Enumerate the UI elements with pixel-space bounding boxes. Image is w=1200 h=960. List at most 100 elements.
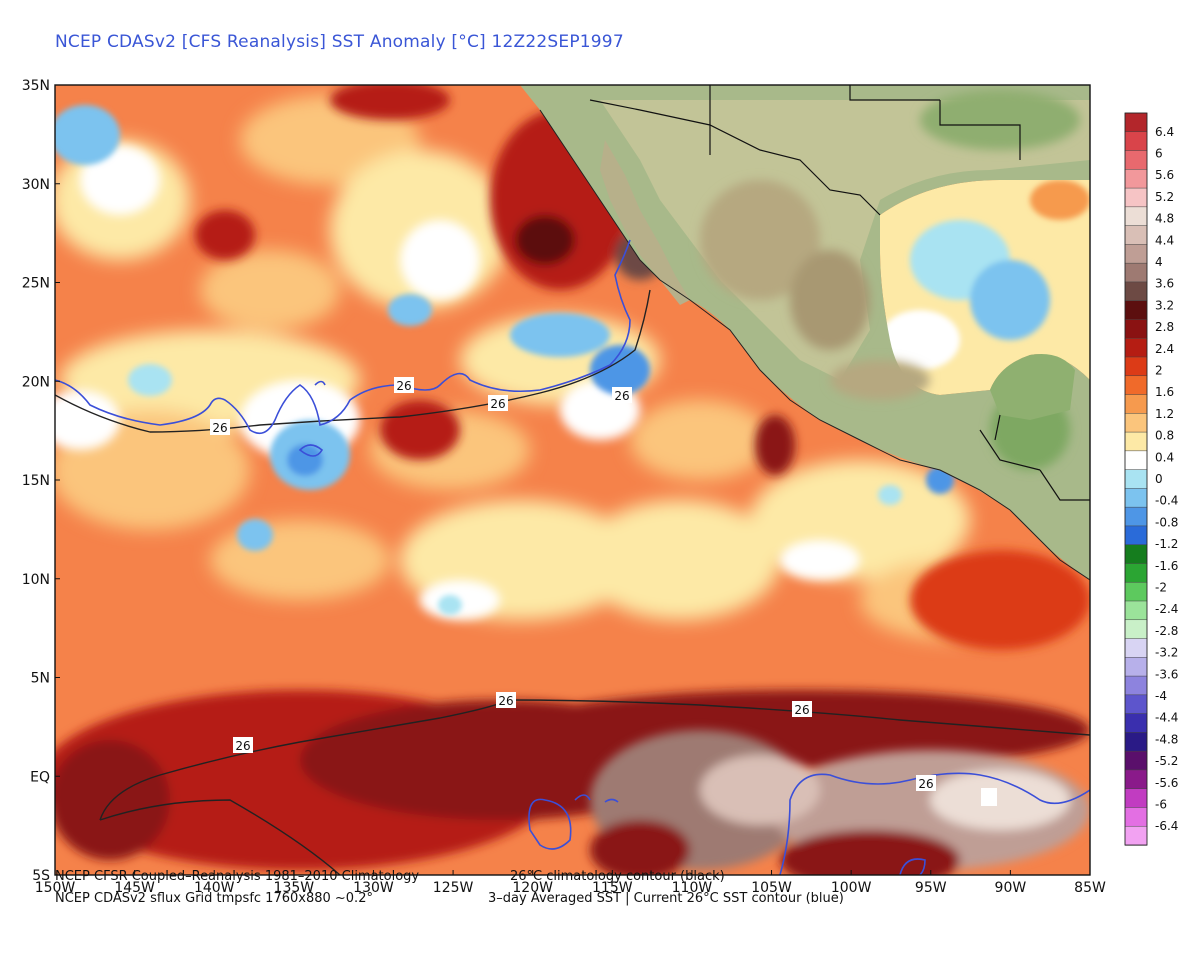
colorbar-swatch: [1124, 694, 1148, 715]
colorbar-legend: 6.4 6 5.6 5.2 4.8 4.4 4 3.6 3.2 2.8 2.4 2 1.6 1.2 0.8 0…: [1124, 112, 1178, 846]
current-26c-contour: [55, 239, 1090, 875]
contour-label-box: [210, 419, 230, 435]
lat-tick-label: 5N: [31, 671, 50, 687]
baja-california: [600, 140, 690, 305]
colorbar-swatch: [1124, 150, 1148, 170]
colorbar-label: -1.6: [1155, 559, 1178, 573]
colorbar-swatch: [1124, 807, 1148, 827]
contour-label: 26: [396, 379, 411, 393]
contour-label-box: [916, 775, 936, 791]
footer-climatology-contour-note: 26°C climatology contour (black): [510, 869, 725, 884]
colorbar-label: 2.4: [1155, 342, 1174, 356]
colorbar-swatch: [1124, 619, 1148, 640]
contour-label-box: [233, 737, 253, 753]
colorbar-label: -2.4: [1155, 602, 1178, 616]
colorbar-swatch: [1124, 713, 1148, 734]
contour-label: 26: [918, 777, 933, 791]
colorbar-label: 4: [1155, 255, 1163, 269]
map-plot-area: [55, 85, 1090, 875]
colorbar-label: 2: [1155, 363, 1163, 377]
colorbar-swatch: [1124, 431, 1148, 452]
colorbar-label: -5.2: [1155, 754, 1178, 768]
colorbar-swatch: [1124, 244, 1148, 264]
colorbar-label: 0.8: [1155, 429, 1174, 443]
footer-current-contour-note: 3–day Averaged SST | Current 26°C SST co…: [488, 891, 844, 906]
contour-label-box: [488, 395, 508, 411]
colorbar-label: -4: [1155, 689, 1167, 703]
colorbar-swatch: [1124, 112, 1148, 133]
pacific-coastline: [539, 109, 1090, 581]
colorbar-label: -5.6: [1155, 776, 1178, 790]
colorbar-swatch: [1124, 300, 1148, 321]
colorbar-label: -3.2: [1155, 646, 1178, 660]
colorbar-label: -6: [1155, 798, 1167, 812]
latitude-axis: 35N 30N 25N 20N 15N 10N 5N EQ 5S: [22, 78, 60, 884]
warm-anomaly-areas: [55, 85, 1090, 870]
lat-tick-label: 10N: [22, 572, 50, 588]
colorbar-swatch: [1124, 413, 1148, 433]
contour-label: 26: [235, 739, 250, 753]
colorbar-swatch: [1124, 206, 1148, 227]
lon-tick-label: 140W: [194, 880, 235, 896]
contour-label: 26: [212, 421, 227, 435]
contour-label-box: [792, 701, 812, 717]
colorbar-swatch: [1124, 638, 1148, 658]
colorbar-label: 5.6: [1155, 168, 1174, 182]
cold-tongue-warm-anomaly: [590, 730, 1090, 875]
colorbar-swatch: [1124, 769, 1148, 790]
longitude-axis: 150W 145W 140W 135W 130W 125W 120W 115W 110W 105W…: [35, 870, 1106, 896]
colorbar-label: 3.6: [1155, 277, 1174, 291]
colorbar-label: -4.4: [1155, 711, 1178, 725]
lon-tick-label: 95W: [915, 880, 947, 896]
colorbar-swatch: [1124, 131, 1148, 152]
colorbar-swatch: [1124, 169, 1148, 189]
colorbar-swatch: [1124, 825, 1148, 846]
colorbar-swatch: [1124, 319, 1148, 339]
colorbar-frame: [1124, 112, 1148, 846]
colorbar-label: 1.6: [1155, 385, 1174, 399]
lon-tick-label: 90W: [995, 880, 1027, 896]
colorbar-swatch: [1124, 581, 1148, 602]
colorbar-swatch: [1124, 525, 1148, 546]
colorbar-label: -0.4: [1155, 494, 1178, 508]
colorbar-label: 4.8: [1155, 212, 1174, 226]
lon-tick-label: 125W: [433, 880, 474, 896]
colorbar-swatch: [1124, 506, 1148, 527]
lat-tick-label: 20N: [22, 374, 50, 390]
colorbar-swatch: [1124, 356, 1148, 377]
contour-label: 26: [498, 694, 513, 708]
contour-label-box: [612, 387, 632, 403]
colorbar-swatch: [1124, 337, 1148, 358]
lon-tick-label: 110W: [672, 880, 713, 896]
contour-label: 26: [490, 397, 505, 411]
colorbar-label: 6: [1155, 146, 1163, 160]
lat-tick-label: 35N: [22, 78, 50, 94]
contour-label-box: [394, 377, 414, 393]
lon-tick-label: 100W: [831, 880, 872, 896]
land-highlands: [600, 100, 1090, 380]
colorbar-swatch: [1124, 563, 1148, 583]
colorbar-label: -2: [1155, 581, 1167, 595]
land-relief: [700, 90, 1080, 470]
colorbar-swatch: [1124, 488, 1148, 508]
colorbar-label: 2.8: [1155, 320, 1174, 334]
lon-tick-label: 130W: [353, 880, 394, 896]
yucatan: [990, 354, 1075, 420]
colorbar-label: -1.2: [1155, 537, 1178, 551]
colorbar-label: 0: [1155, 472, 1163, 486]
lon-tick-label: 145W: [114, 880, 155, 896]
contour-labels: 26 26 26 26 26 26 26 26: [210, 377, 936, 791]
lon-tick-label: 115W: [592, 880, 633, 896]
colorbar-label: 5.2: [1155, 190, 1174, 204]
colorbar-swatch: [1124, 657, 1148, 677]
colorbar-label: 6.4: [1155, 125, 1174, 139]
colorbar-label: 0.4: [1155, 450, 1174, 464]
colorbar-swatch: [1124, 187, 1148, 208]
lat-tick-label: 5S: [32, 868, 50, 884]
contour-label: 26: [614, 389, 629, 403]
colorbar-swatch: [1124, 375, 1148, 396]
colorbar-swatch: [1124, 225, 1148, 246]
colorbar-swatch: [1124, 788, 1148, 809]
colorbar-swatch: [1124, 675, 1148, 696]
map-title: NCEP CDASv2 [CFS Reanalysis] SST Anomaly…: [55, 32, 624, 52]
